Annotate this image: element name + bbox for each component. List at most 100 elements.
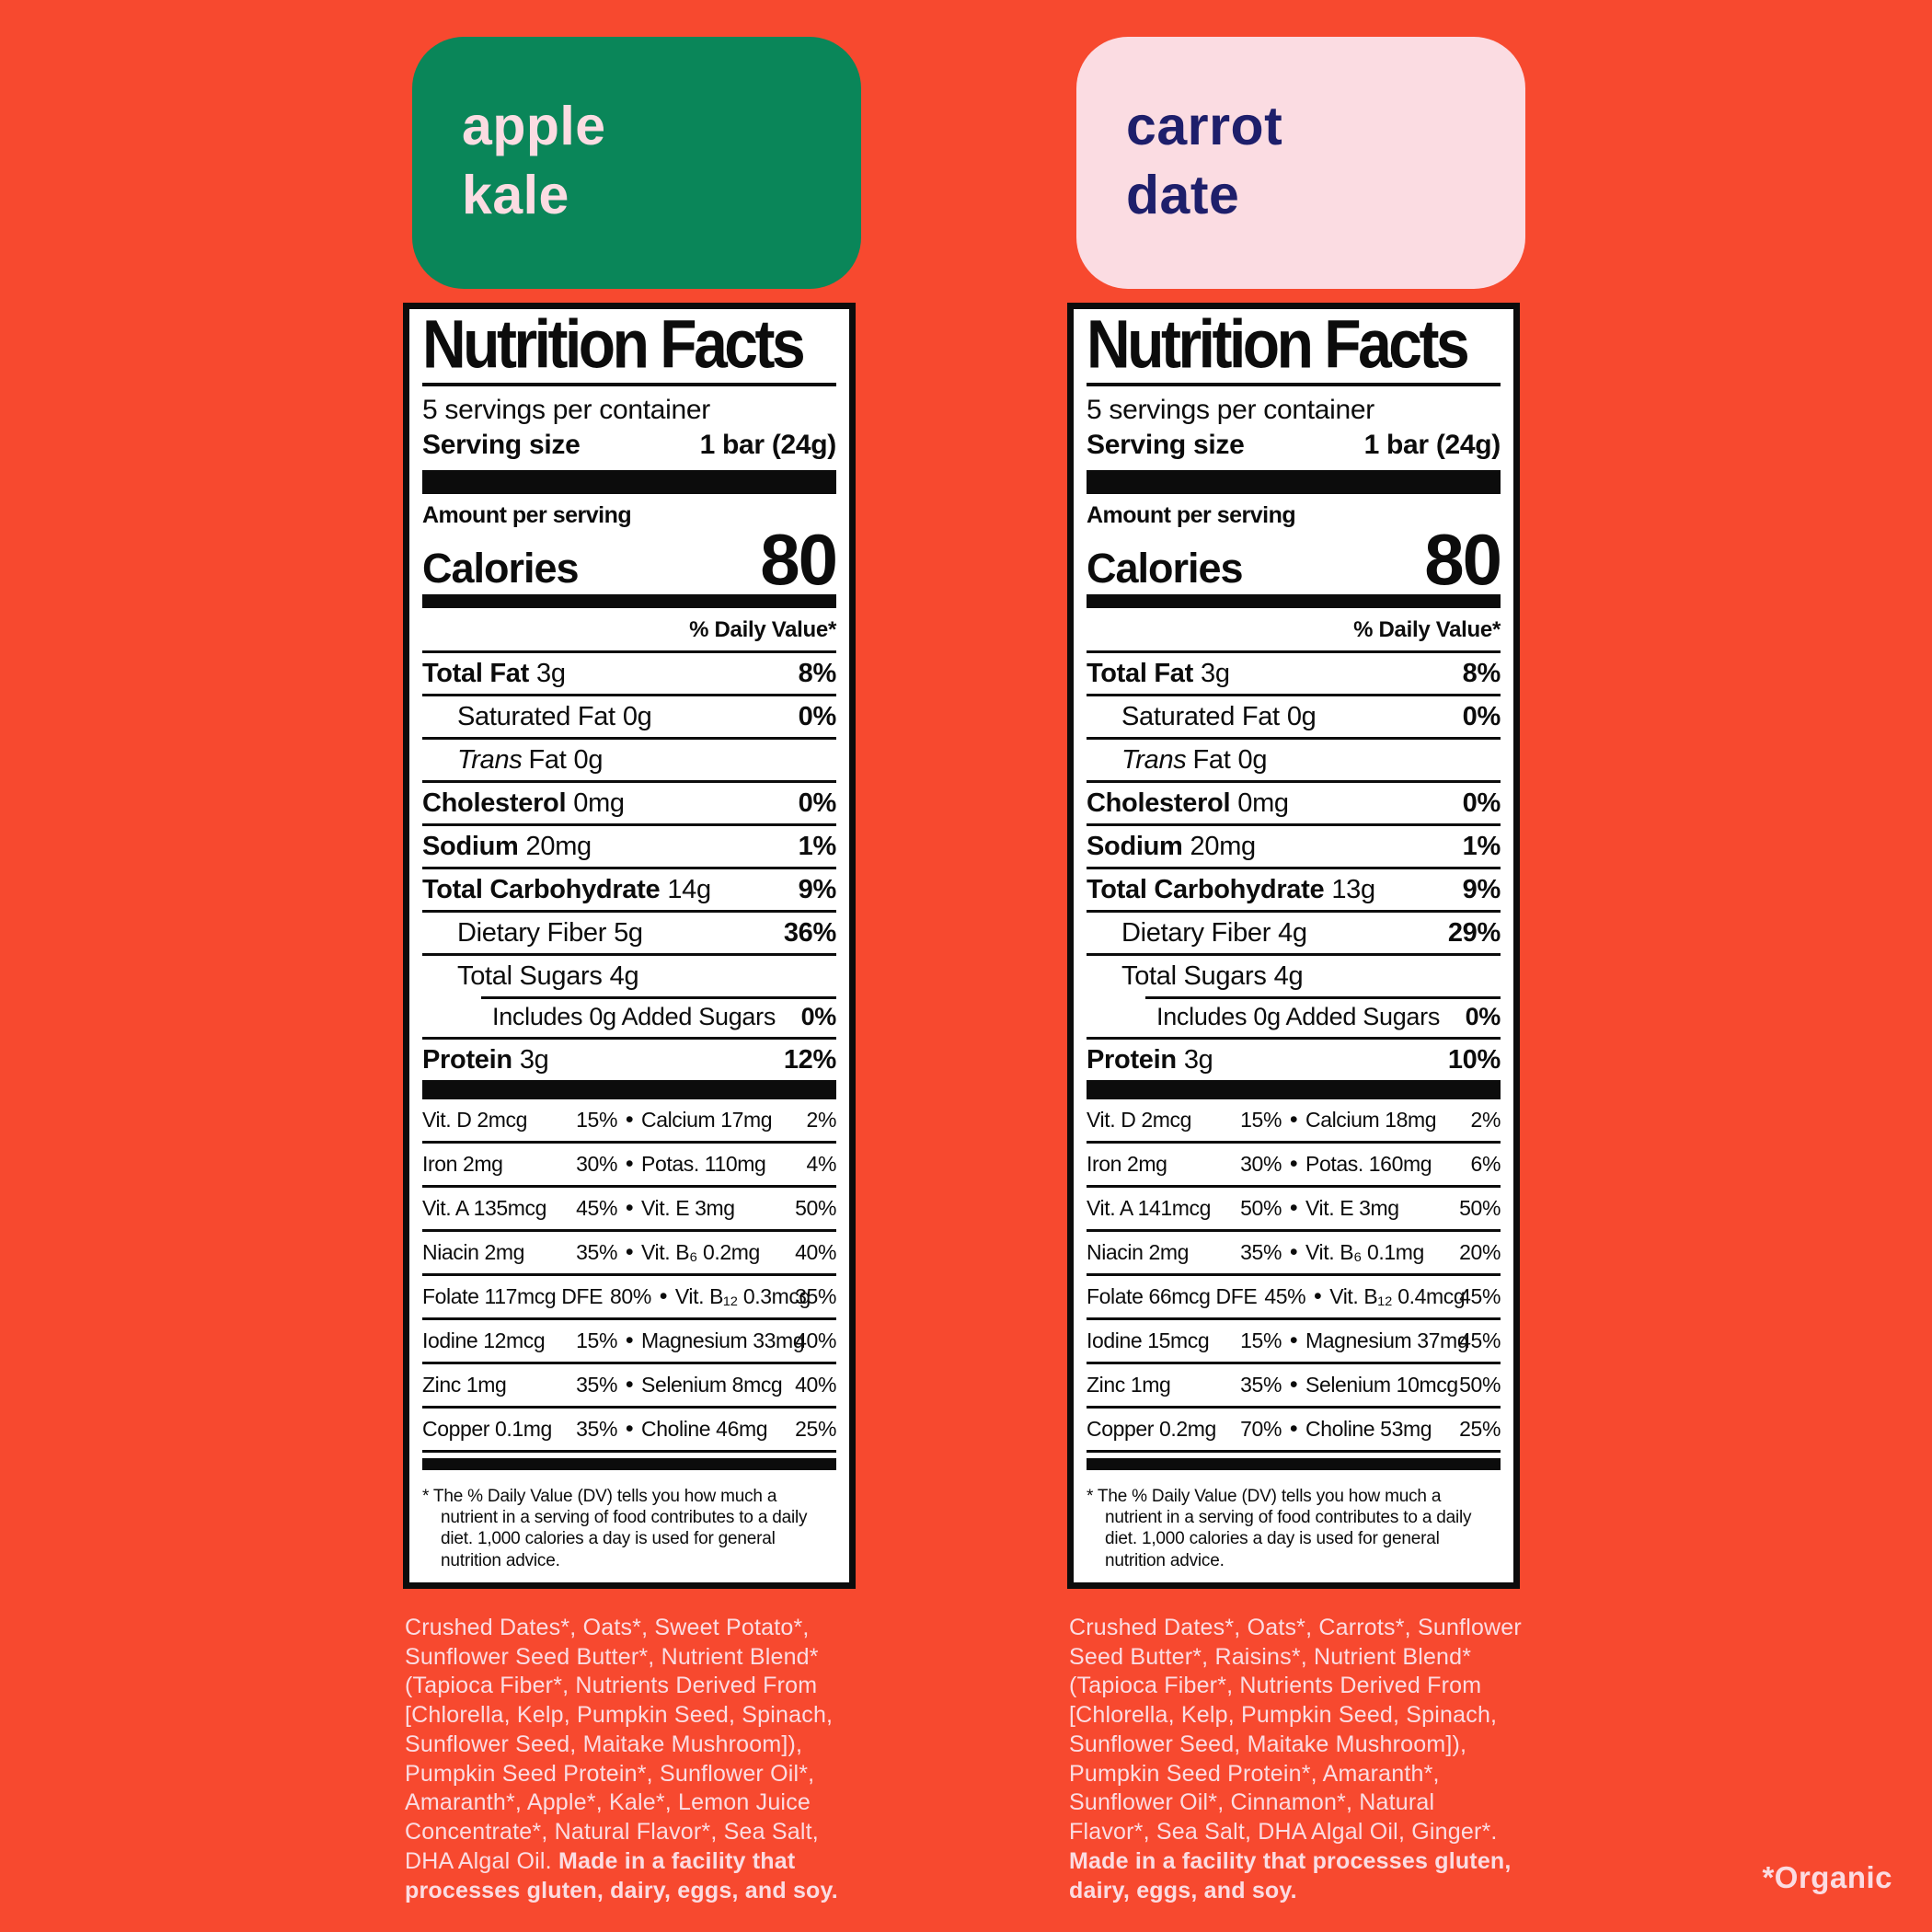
nutrient-row: Sodium 20mg 1%: [1087, 823, 1501, 867]
nutrient-name-italic: Trans: [1121, 744, 1187, 775]
daily-value-header: % Daily Value*: [689, 617, 836, 643]
vitamin-left-pair: Folate 117mcg DFE 80%: [422, 1284, 651, 1309]
bullet-separator-icon: •: [659, 1283, 668, 1310]
nutrient-row: Saturated Fat 0g 0%: [422, 694, 836, 737]
divider: [1087, 382, 1501, 386]
nutrient-amount: 0mg: [573, 788, 625, 818]
nutrient-row: Includes 0g Added Sugars 0%: [1087, 996, 1501, 1037]
vitamin-right-name: Calcium 18mg: [1305, 1108, 1437, 1133]
nutrient-row: Total Carbohydrate 14g 9%: [422, 867, 836, 910]
flavor-title: apple kale: [462, 92, 834, 230]
nutrient-name: Total Fat: [422, 658, 529, 688]
nutrient-daily-value: 0%: [798, 701, 837, 731]
vitamin-left-pair: Zinc 1mg 35%: [422, 1373, 617, 1397]
nutrient-name: Fat: [1192, 744, 1231, 775]
vitamin-left-pair: Vit. D 2mcg 15%: [1087, 1108, 1282, 1133]
vitamin-row: Folate 117mcg DFE 80% • Vit. B₁₂ 0.3mcg …: [422, 1273, 836, 1317]
vitamin-left-dv: 80%: [610, 1284, 651, 1309]
nutrient-daily-value: 0%: [1465, 1002, 1501, 1030]
vitamin-left-name: Copper 0.1mg: [422, 1417, 552, 1442]
serving-size-label: Serving size: [1087, 430, 1245, 461]
vitamin-left-name: Zinc 1mg: [422, 1373, 507, 1397]
vitamin-left-pair: Vit. A 141mcg 50%: [1087, 1196, 1282, 1221]
divider-bar: [1087, 1080, 1501, 1100]
bullet-separator-icon: •: [1289, 1151, 1298, 1178]
vitamin-left-pair: Copper 0.1mg 35%: [422, 1417, 617, 1442]
vitamin-left-pair: Folate 66mcg DFE 45%: [1087, 1284, 1306, 1309]
nutrition-facts-label: Nutrition Facts 5 servings per container…: [1067, 303, 1520, 1589]
divider: [422, 382, 836, 386]
nutrient-row: Protein 3g 10%: [1087, 1037, 1501, 1080]
divider-bar: [422, 1458, 836, 1471]
nutrient-daily-value: 9%: [1462, 874, 1501, 904]
nutrient-name: Saturated Fat: [1121, 701, 1280, 731]
allergen-statement: Made in a facility that processes gluten…: [405, 1847, 838, 1903]
vitamin-row: Zinc 1mg 35% • Selenium 8mcg 40%: [422, 1362, 836, 1406]
nutrient-name: Dietary Fiber: [457, 917, 607, 948]
bullet-separator-icon: •: [625, 1372, 634, 1398]
vitamin-right-name: Potas. 110mg: [641, 1152, 766, 1177]
nutrient-amount: 0g: [1286, 701, 1317, 731]
nutrient-name: Protein: [422, 1044, 512, 1075]
product-apple-kale: apple kale Nutrition Facts 5 servings pe…: [403, 37, 861, 1905]
nutrient-amount: 4g: [609, 960, 639, 991]
bullet-separator-icon: •: [1289, 1416, 1298, 1443]
vitamin-left-pair: Iodine 12mcg 15%: [422, 1328, 617, 1353]
vitamin-right-dv: 50%: [1459, 1373, 1501, 1397]
flavor-title-line1: apple: [462, 96, 606, 156]
vitamin-right-dv: 6%: [1470, 1152, 1501, 1177]
vitamin-left-pair: Iodine 15mcg 15%: [1087, 1328, 1282, 1353]
vitamin-row: Vit. D 2mcg 15% • Calcium 17mg 2%: [422, 1099, 836, 1141]
nutrient-rows: Total Fat 3g 8% Saturated Fat 0g 0% Tran…: [1087, 650, 1501, 1080]
ingredients-list: Crushed Dates*, Oats*, Sweet Potato*, Su…: [405, 1614, 834, 1874]
vitamin-right-dv: 2%: [1470, 1108, 1501, 1133]
nutrient-row: Total Sugars 4g: [422, 953, 836, 996]
vitamin-right-name: Magnesium 37mg: [1305, 1328, 1469, 1353]
calories-row: Calories 80: [422, 523, 838, 595]
nutrient-daily-value: 36%: [783, 917, 836, 948]
nutrient-amount: 5g: [614, 917, 643, 948]
vitamin-row: Iron 2mg 30% • Potas. 160mg 6%: [1087, 1141, 1501, 1185]
vitamin-left-dv: 15%: [1240, 1108, 1282, 1133]
vitamin-left-name: Iodine 12mcg: [422, 1328, 546, 1353]
nutrient-daily-value: 29%: [1447, 917, 1501, 948]
vitamin-left-pair: Niacin 2mg 35%: [1087, 1240, 1282, 1265]
vitamin-left-pair: Niacin 2mg 35%: [422, 1240, 617, 1265]
vitamin-rows: Vit. D 2mcg 15% • Calcium 17mg 2% Iron 2…: [422, 1099, 837, 1454]
nutrient-name: Sodium: [1087, 831, 1183, 861]
serving-size-value: 1 bar (24g): [1363, 430, 1501, 461]
nutrient-row: Total Fat 3g 8%: [422, 650, 836, 694]
vitamin-left-name: Vit. D 2mcg: [1087, 1108, 1192, 1133]
calories-label: Calories: [1087, 544, 1244, 592]
nutrient-name: Total Sugars: [457, 960, 603, 991]
vitamin-row: Vit. A 141mcg 50% • Vit. E 3mg 50%: [1087, 1185, 1501, 1229]
nutrient-name: Dietary Fiber: [1121, 917, 1271, 948]
vitamin-left-dv: 45%: [576, 1196, 617, 1221]
calories-row: Calories 80: [1087, 523, 1502, 595]
vitamin-rows: Vit. D 2mcg 15% • Calcium 18mg 2% Iron 2…: [1087, 1099, 1501, 1454]
amount-per-serving: Amount per serving: [422, 502, 632, 529]
nutrient-row: Cholesterol 0mg 0%: [1087, 780, 1501, 823]
vitamin-left-dv: 50%: [1240, 1196, 1282, 1221]
serving-size-value: 1 bar (24g): [699, 430, 837, 461]
vitamin-left-name: Iodine 15mcg: [1087, 1328, 1210, 1353]
vitamin-left-pair: Iron 2mg 30%: [1087, 1152, 1282, 1177]
vitamin-right-name: Choline 46mg: [641, 1417, 768, 1442]
flavor-card-carrot-date: carrot date: [1076, 37, 1525, 289]
nutrient-name: Cholesterol: [422, 788, 567, 818]
label-title: Nutrition Facts: [1087, 305, 1470, 383]
vitamin-left-name: Vit. A 135mcg: [422, 1196, 547, 1221]
vitamin-right-dv: 40%: [795, 1240, 836, 1265]
nutrient-amount: 4g: [1278, 917, 1307, 948]
daily-value-header: % Daily Value*: [1353, 617, 1501, 643]
nutrient-row: Dietary Fiber 5g 36%: [422, 910, 836, 953]
allergen-statement: Made in a facility that processes gluten…: [1069, 1847, 1512, 1903]
vitamin-left-dv: 15%: [576, 1108, 617, 1133]
vitamin-left-name: Vit. A 141mcg: [1087, 1196, 1212, 1221]
bullet-separator-icon: •: [625, 1195, 634, 1222]
vitamin-right-dv: 4%: [806, 1152, 837, 1177]
nutrient-row: Cholesterol 0mg 0%: [422, 780, 836, 823]
nutrient-name: Saturated Fat: [457, 701, 615, 731]
product-carrot-date: carrot date Nutrition Facts 5 servings p…: [1067, 37, 1525, 1905]
vitamin-left-name: Copper 0.2mg: [1087, 1417, 1216, 1442]
